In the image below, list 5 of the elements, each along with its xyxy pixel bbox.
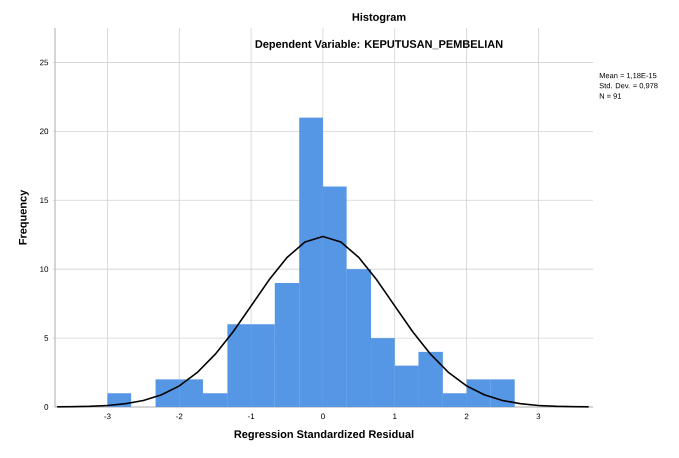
x-axis-title: Regression Standardized Residual bbox=[234, 430, 414, 440]
text: Dependent Variable: KEPUTUSAN_PEMBELIAN bbox=[256, 40, 502, 50]
y-axis-title: Frequency bbox=[18, 190, 29, 244]
line-series bbox=[56, 236, 590, 408]
chart-title: Histogram bbox=[352, 12, 406, 24]
